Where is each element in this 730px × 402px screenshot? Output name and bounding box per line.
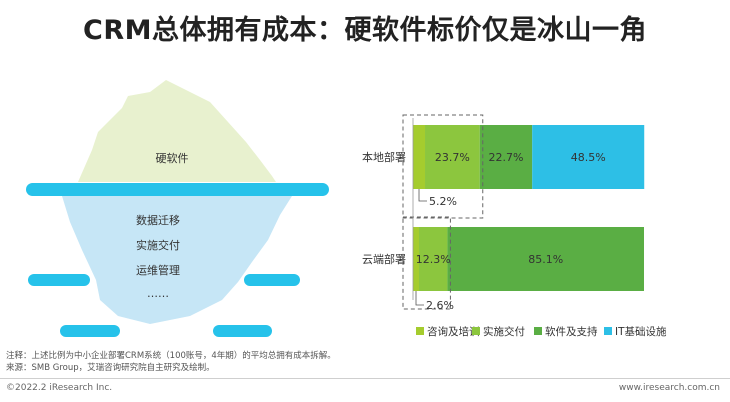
- bar-segment: [419, 227, 448, 291]
- iceberg-bottom-label: 数据迁移: [136, 214, 180, 227]
- legend-label: 软件及支持: [545, 325, 598, 338]
- data-label: 12.3%: [416, 253, 451, 266]
- water-wave-right-upper: [244, 274, 300, 286]
- bar-segment: [413, 125, 426, 189]
- leader-line: [418, 189, 428, 202]
- copyright-text: ©2022.2 iResearch Inc.: [6, 383, 113, 393]
- water-wave-left-upper: [28, 274, 90, 286]
- iceberg-bottom-shape: [62, 196, 292, 324]
- legend-swatch: [416, 327, 424, 335]
- footer-divider: [0, 378, 730, 379]
- data-label: 85.1%: [528, 253, 563, 266]
- data-label: 22.7%: [489, 151, 524, 164]
- bar-segment: [479, 125, 533, 189]
- data-label: 48.5%: [571, 151, 606, 164]
- bar-segment: [425, 125, 480, 189]
- legend-swatch: [604, 327, 612, 335]
- note-text: 注释：上述比例为中小企业部署CRM系统（100账号，4年期）的平均总拥有成本拆解…: [6, 351, 336, 361]
- legend-label: IT基础设施: [615, 325, 667, 338]
- bar-segment: [447, 227, 644, 291]
- legend-swatch: [472, 327, 480, 335]
- category-label: 本地部署: [362, 150, 406, 164]
- bar-segment: [532, 125, 645, 189]
- highlight-box: [402, 216, 451, 310]
- page-title: CRM总体拥有成本：硬软件标价仅是冰山一角: [83, 15, 647, 46]
- legend-label: 咨询及培训: [427, 325, 480, 338]
- source-text: 来源：SMB Group，艾瑞咨询研究院自主研究及绘制。: [6, 363, 215, 373]
- waterline-bar: [26, 183, 329, 196]
- legend-swatch: [534, 327, 542, 335]
- data-label: 5.2%: [429, 195, 457, 208]
- iceberg-bottom-label: 运维管理: [136, 264, 180, 277]
- iceberg-bottom-label: 实施交付: [136, 239, 180, 252]
- iceberg-top-label: 硬软件: [155, 152, 189, 165]
- bar-segment: [413, 227, 420, 291]
- iceberg-bottom-label: ……: [147, 287, 169, 300]
- data-label: 2.6%: [426, 299, 454, 312]
- iceberg-top-shape: [78, 80, 276, 182]
- website-text: www.iresearch.com.cn: [618, 383, 720, 393]
- legend-label: 实施交付: [483, 325, 525, 338]
- category-label: 云端部署: [362, 252, 406, 266]
- leader-line: [415, 291, 425, 306]
- water-wave-right-lower: [213, 325, 272, 337]
- water-wave-left-lower: [60, 325, 120, 337]
- data-label: 23.7%: [435, 151, 470, 164]
